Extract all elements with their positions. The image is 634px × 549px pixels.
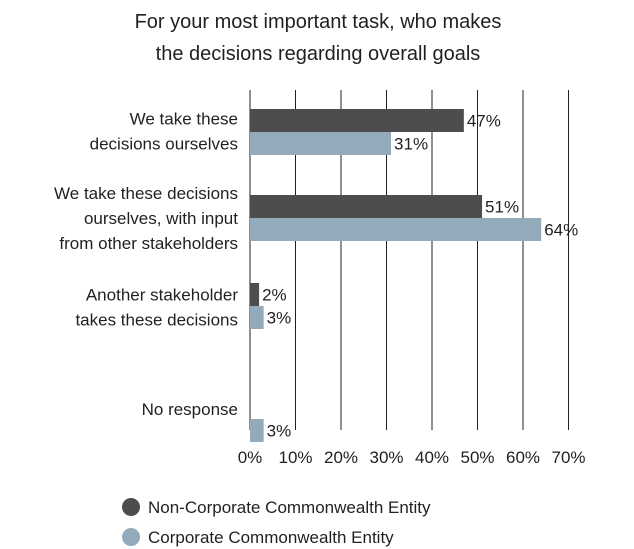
data-label-non-corporate-commonwealth-entity-2: 51% [485, 198, 519, 217]
bar-corporate-commonwealth-entity-2 [250, 218, 542, 241]
category-label-1-line-2: decisions ourselves [90, 135, 238, 154]
category-label-3-line-1: Another stakeholder [86, 286, 238, 305]
bar-non-corporate-commonwealth-entity-2 [250, 195, 483, 218]
bars [250, 109, 542, 442]
category-label-2-line-3: from other stakeholders [59, 234, 238, 253]
bar-corporate-commonwealth-entity-1 [250, 132, 392, 155]
data-label-corporate-commonwealth-entity-1: 31% [394, 135, 428, 154]
bar-non-corporate-commonwealth-entity-3 [250, 283, 260, 306]
x-tick-label-70: 70% [551, 448, 585, 467]
legend-label-corporate-commonwealth-entity: Corporate Commonwealth Entity [148, 528, 394, 547]
bar-corporate-commonwealth-entity-4 [250, 419, 264, 442]
x-tick-label-50: 50% [460, 448, 494, 467]
data-label-corporate-commonwealth-entity-3: 3% [267, 309, 292, 328]
data-label-corporate-commonwealth-entity-4: 3% [267, 422, 292, 441]
category-label-2-line-1: We take these decisions [54, 184, 238, 203]
x-tick-label-40: 40% [415, 448, 449, 467]
data-label-corporate-commonwealth-entity-2: 64% [544, 221, 578, 240]
x-tick-label-30: 30% [369, 448, 403, 467]
category-label-3-line-2: takes these decisions [75, 311, 238, 330]
bar-corporate-commonwealth-entity-3 [250, 306, 264, 329]
category-label-4-line-1: No response [142, 400, 238, 419]
legend: Non-Corporate Commonwealth Entity Corpora… [122, 498, 431, 547]
legend-swatch-corporate-commonwealth-entity [122, 528, 140, 546]
data-label-non-corporate-commonwealth-entity-3: 2% [262, 286, 287, 305]
x-tick-label-10: 10% [278, 448, 312, 467]
category-label-2-line-2: ourselves, with input [84, 209, 238, 228]
bar-non-corporate-commonwealth-entity-1 [250, 109, 464, 132]
chart-title-line-1: For your most important task, who makes [135, 11, 502, 33]
category-labels: We take these decisions ourselves We take … [54, 110, 238, 420]
legend-label-non-corporate-commonwealth-entity: Non-Corporate Commonwealth Entity [148, 498, 431, 517]
category-label-1-line-1: We take these [130, 110, 238, 129]
x-tick-label-0: 0% [238, 448, 263, 467]
data-labels: 47% 31% 51% 64% 2% 3% 3% [262, 112, 578, 441]
chart-title-line-2: the decisions regarding overall goals [156, 43, 481, 65]
x-axis-ticks: 0% 10% 20% 30% 40% 50% 60% 70% [238, 448, 586, 467]
legend-swatch-non-corporate-commonwealth-entity [122, 498, 140, 516]
x-tick-label-20: 20% [324, 448, 358, 467]
data-label-non-corporate-commonwealth-entity-1: 47% [467, 112, 501, 131]
x-tick-label-60: 60% [506, 448, 540, 467]
